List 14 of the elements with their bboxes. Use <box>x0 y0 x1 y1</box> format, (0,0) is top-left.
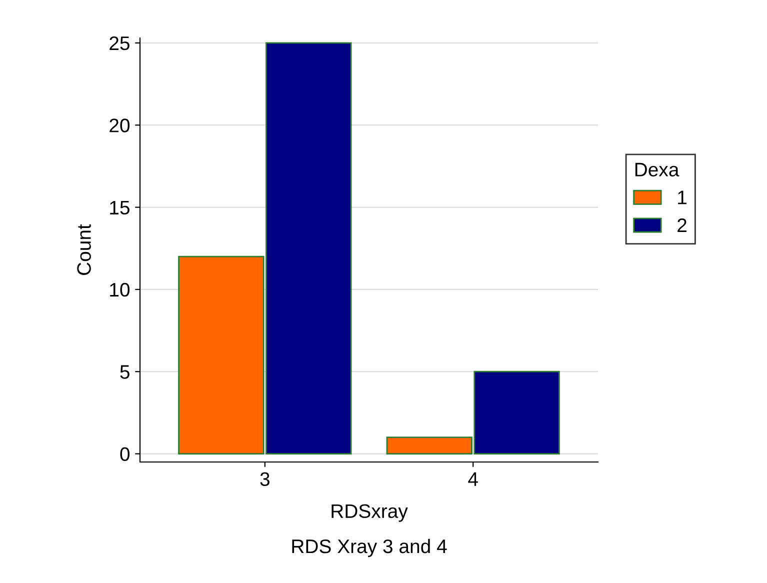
y-tick-label: 15 <box>110 200 130 215</box>
y-tick-label: 10 <box>110 282 130 297</box>
y-axis-title: Count <box>77 224 91 275</box>
text: RDS Xray 3 and 4 <box>292 538 447 558</box>
legend-label: 2 <box>678 218 686 232</box>
x-axis-title: RDSxray <box>332 504 408 522</box>
y-tick-label: 5 <box>120 365 130 379</box>
y-tick-label: 20 <box>110 118 130 132</box>
legend-title: Dexa <box>635 162 680 176</box>
y-tick-label: 25 <box>110 36 130 50</box>
x-tick-label: 4 <box>468 472 478 486</box>
y-tick-label: 0 <box>120 447 130 462</box>
legend-label: 1 <box>678 190 686 204</box>
x-tick-label: 3 <box>260 472 270 486</box>
